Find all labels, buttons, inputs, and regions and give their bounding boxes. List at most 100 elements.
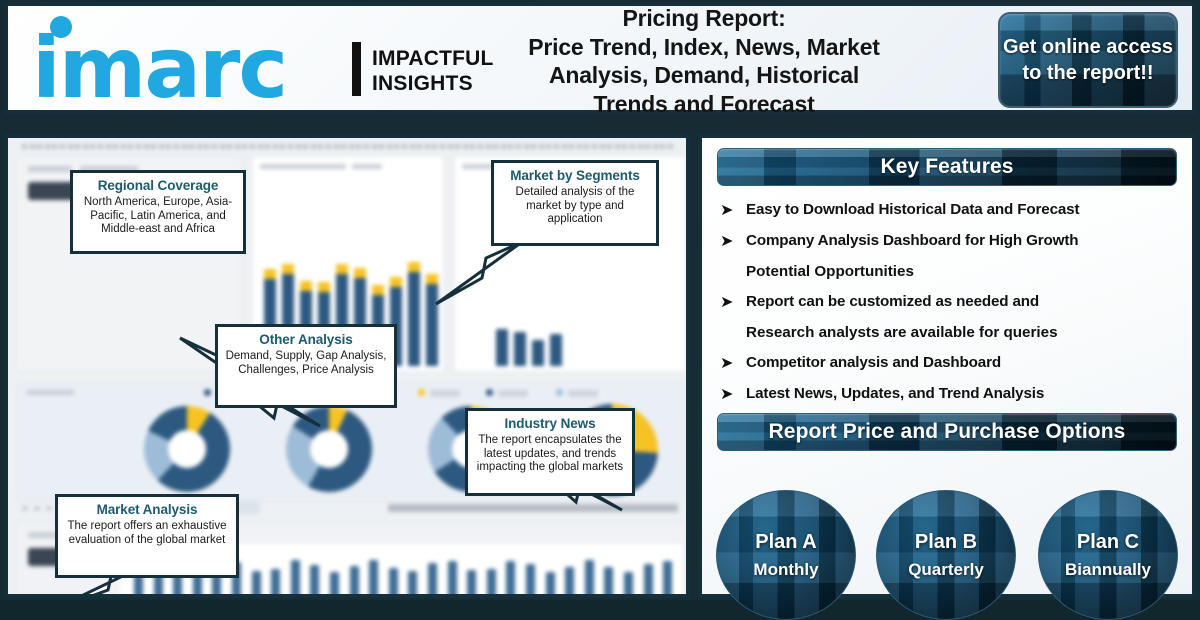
key-feature-label: Latest News, Updates, and Trend Analysis: [746, 385, 1045, 402]
callout-regional-coverage[interactable]: Regional Coverage North America, Europe,…: [70, 170, 246, 254]
logo-tagline-line2: INSIGHTS: [372, 72, 473, 95]
bar-cap: [336, 264, 348, 275]
page-title-line2: Price Trend, Index, News, Market: [528, 33, 880, 60]
get-online-access-button[interactable]: Get online access to the report!!: [998, 12, 1178, 108]
logo-dot-icon: [50, 16, 72, 38]
stacked-bar: [447, 561, 457, 594]
stacked-bar: [192, 570, 202, 594]
filter-label: [28, 166, 72, 172]
plan-name: Plan C: [1076, 530, 1140, 553]
legend-label: [568, 390, 598, 397]
stacked-bar: [428, 562, 437, 594]
callout-other-analysis[interactable]: Other Analysis Demand, Supply, Gap Analy…: [215, 324, 397, 408]
arrow-bullet-icon: ➤: [720, 200, 734, 219]
filter-label: [80, 166, 138, 172]
callout-body: The report offers an exhaustive evaluati…: [67, 520, 227, 546]
plan-name: Plan A: [755, 530, 817, 553]
key-feature-item: ➤ Latest News, Updates, and Trend Analysi…: [720, 379, 1192, 409]
pager: [46, 506, 52, 511]
bar-cap: [300, 281, 312, 292]
page-title-line4: Trends and Forecast: [593, 90, 815, 117]
plan-option-a[interactable]: Plan A Monthly: [716, 490, 856, 620]
lower-label: [28, 532, 74, 538]
key-feature-label: Easy to Download Historical Data and For…: [746, 201, 1080, 218]
plan-option-c[interactable]: Plan C Biannually: [1038, 490, 1178, 620]
stacked-bar: [663, 560, 673, 594]
page-title: Pricing Report: Price Trend, Index, News…: [494, 4, 914, 118]
scrollbar-track: [388, 504, 678, 512]
stacked-bar: [388, 567, 398, 594]
stacked-bar: [251, 570, 261, 594]
stacked-bar: [545, 571, 555, 594]
stacked-bar: [532, 339, 544, 366]
pager: [22, 506, 28, 511]
infographic-page: imarc IMPACTFUL INSIGHTS Pricing Report:…: [0, 0, 1200, 600]
legend-label: [498, 390, 528, 397]
key-feature-item: ➤ Easy to Download Historical Data and Fo…: [720, 195, 1192, 225]
plan-option-b[interactable]: Plan B Quarterly: [876, 490, 1016, 620]
callout-heading: Other Analysis: [259, 332, 353, 347]
key-features-list: ➤ Easy to Download Historical Data and Fo…: [720, 195, 1192, 409]
logo-divider: [352, 42, 361, 96]
stacked-bar: [426, 273, 438, 366]
stacked-bar: [349, 565, 359, 594]
legend-dot-icon: [418, 389, 425, 396]
key-features-header: Key Features: [717, 148, 1177, 186]
right-column: Key Features ➤ Easy to Download Historica…: [698, 134, 1196, 620]
callout-body: The report encapsulates the latest updat…: [476, 434, 624, 474]
page-title-line3: Analysis, Demand, Historical: [548, 62, 860, 88]
stacked-bar: [514, 331, 526, 366]
bar-cap: [264, 269, 276, 280]
stacked-bar: [604, 566, 614, 594]
bar-card-title: [352, 164, 382, 169]
stacked-bar: [467, 570, 477, 594]
dashboard-preview-panel[interactable]: Regional Coverage North America, Europe,…: [4, 134, 690, 598]
logo-tagline: IMPACTFUL INSIGHTS: [372, 46, 494, 96]
header-bar: imarc IMPACTFUL INSIGHTS Pricing Report:…: [4, 2, 1196, 117]
stacked-bar: [550, 334, 562, 366]
bar-cap: [282, 263, 294, 274]
stacked-bar: [643, 563, 653, 594]
key-feature-item: ➤ Company Analysis Dashboard for High Gro…: [720, 226, 1192, 256]
stacked-bar: [290, 560, 300, 594]
callout-market-analysis[interactable]: Market Analysis The report offers an exh…: [55, 494, 239, 578]
stacked-bar: [486, 569, 496, 594]
callout-body: Detailed analysis of the market by type …: [515, 186, 635, 226]
stacked-bar: [408, 571, 418, 594]
stacked-bar: [496, 328, 508, 366]
logo-tagline-line1: IMPACTFUL: [372, 47, 494, 70]
stacked-bar: [134, 564, 143, 594]
bar-cap: [372, 285, 384, 296]
stacked-bar: [212, 562, 222, 594]
arrow-bullet-icon: ➤: [720, 231, 734, 250]
stacked-bar: [624, 571, 633, 594]
legend-dot-icon: [204, 389, 211, 396]
legend-label: [430, 390, 460, 397]
key-feature-label-continued: Potential Opportunities: [746, 263, 914, 280]
callout-industry-news[interactable]: Industry News The report encapsulates th…: [465, 408, 635, 496]
key-features-title: Key Features: [880, 155, 1014, 178]
callout-market-by-segments[interactable]: Market by Segments Detailed analysis of …: [491, 160, 659, 246]
key-feature-label: Company Analysis Dashboard for High Grow…: [746, 232, 1079, 249]
callout-tail-segments: [435, 240, 523, 306]
stacked-bar: [330, 571, 339, 594]
arrow-bullet-icon: ➤: [720, 292, 734, 311]
pricing-title: Report Price and Purchase Options: [768, 420, 1126, 443]
plan-name: Plan B: [914, 530, 978, 553]
pager: [34, 506, 40, 511]
stacked-bar: [506, 560, 516, 594]
arrow-bullet-icon: ➤: [720, 384, 734, 403]
legend-dot-icon: [486, 389, 493, 396]
plan-period: Monthly: [753, 559, 819, 579]
plan-period: Quarterly: [908, 559, 984, 579]
bar-cap: [318, 282, 330, 293]
bar-cap: [354, 267, 366, 278]
imarc-logo[interactable]: imarc IMPACTFUL INSIGHTS: [26, 14, 493, 110]
stacked-bar: [526, 563, 535, 594]
callout-body: North America, Europe, Asia-Pacific, Lat…: [83, 196, 233, 236]
callout-heading: Industry News: [504, 416, 596, 431]
bar-cap: [390, 277, 402, 288]
bar-cap: [408, 262, 420, 273]
stacked-bar: [369, 560, 379, 594]
donut-chart: [286, 406, 372, 492]
